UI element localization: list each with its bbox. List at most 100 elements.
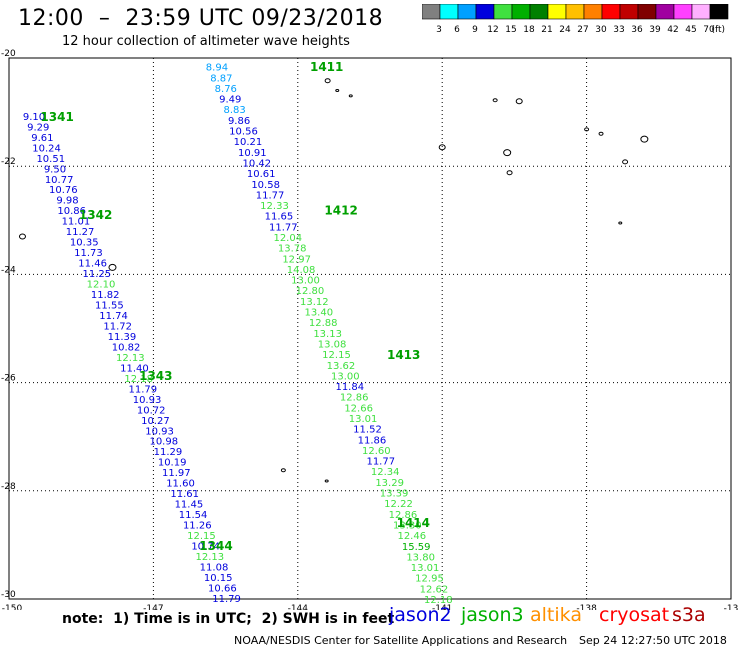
satellite-legend-cryosat: cryosat [599,604,670,626]
wave-height-value: 12.18 [424,595,453,606]
legend-unit: (ft) [711,25,725,35]
pass-time-label: 1344 [199,539,232,553]
wave-height-value: 11.61 [170,489,199,500]
island-outline [335,88,340,92]
satellite-legend-s3a: s3a [672,604,706,626]
wave-height-value: 11.86 [358,435,387,446]
wave-height-value: 13.12 [300,297,329,308]
y-tick-label: -28 [1,482,16,492]
wave-height-value: 9.98 [56,196,78,207]
satellite-legend-jason2: jason2 [389,604,452,626]
wave-height-value: 13.40 [304,308,333,319]
island-outline [324,479,329,483]
wave-height-value: 11.40 [120,363,149,374]
legend-bin-label: 70 [703,25,715,35]
island-outline [506,170,513,176]
wave-height-value: 10.76 [49,185,78,196]
chart-subtitle: 12 hour collection of altimeter wave hei… [62,34,350,49]
credit-line: NOAA/NESDIS Center for Satellite Applica… [234,634,568,647]
wave-height-value: 10.19 [158,458,187,469]
island-outline [492,98,498,103]
wave-height-value: 10.35 [70,238,99,249]
wave-height-value: 10.21 [234,137,263,148]
island-outline [280,468,286,473]
wave-height-value: 13.00 [291,276,320,287]
wave-height-value: 14.08 [287,265,316,276]
wave-height-value: 8.94 [206,63,228,74]
legend-bin-label: 45 [685,25,696,35]
wave-height-value: 12.33 [260,201,289,212]
legend-bin-label: 18 [523,25,535,35]
wave-height-value: 11.45 [175,500,204,511]
wave-height-value: 10.86 [57,206,86,217]
wave-height-value: 12.18 [124,374,153,385]
legend-bin-label: 6 [454,25,460,35]
island-outline [618,221,623,225]
wave-height-value: 13.80 [406,552,435,563]
wave-height-value: 12.13 [116,353,145,364]
legend-bin-label: 33 [613,25,624,35]
legend-bin-label: 3 [436,25,442,35]
wave-height-value: 10.91 [238,148,267,159]
legend-bin-label: 24 [559,25,571,35]
pass-time-label: 1413 [387,348,420,362]
island-outline [598,131,604,136]
x-tick-label: -150 [2,604,23,610]
wave-height-value: 12.80 [296,286,325,297]
legend-bin-label: 39 [649,25,661,35]
wave-height-value: 10.51 [36,154,65,165]
y-tick-label: -20 [1,49,16,59]
x-tick-label: -144 [288,604,309,610]
wave-height-value: 10.77 [45,175,74,186]
wave-height-value: 13.30 [393,520,422,531]
y-tick-label: -30 [1,590,16,600]
island-outline [584,127,590,132]
wave-height-value: 11.77 [256,190,285,201]
island-outline [438,144,446,151]
island-outline [348,94,353,98]
wave-height-value: 10.24 [32,143,61,154]
island-outline [324,78,331,84]
wave-height-value: 11.77 [269,222,298,233]
wave-height-value: 11.73 [74,248,103,259]
legend-bin-label: 21 [541,25,552,35]
wave-height-value: 11.52 [353,425,382,436]
satellite-legend-jason3: jason3 [461,604,524,626]
wave-height-value: 12.60 [362,446,391,457]
wave-height-value: 13.39 [380,489,409,500]
wave-height-value: 10.15 [204,573,233,584]
wave-height-value: 12.86 [389,510,418,521]
wave-height-value: 12.10 [87,280,116,291]
wave-height-value: 11.27 [66,227,95,238]
wave-height-value: 10.66 [208,583,237,594]
legend-bin-label: 12 [487,25,498,35]
wave-height-value: 11.08 [200,562,229,573]
wave-height-value: 10.56 [229,127,258,138]
wave-height-value: 11.26 [183,521,212,532]
wave-height-value: 12.04 [273,233,302,244]
wave-height-value: 9.50 [44,164,66,175]
legend-swatch [709,4,729,20]
wave-height-value: 9.86 [228,116,250,127]
wave-height-value: 12.15 [322,350,351,361]
wave-height-value: 11.82 [91,290,120,301]
x-tick-label: -141 [432,604,452,610]
wave-height-value: 11.84 [335,382,364,393]
x-tick-label: -147 [143,604,163,610]
wave-height-value: 13.78 [278,244,307,255]
wave-height-value: 12.46 [397,531,426,542]
satellite-legend-altika: altika [530,604,582,626]
wave-height-value: 10.98 [149,437,178,448]
island-outline [108,263,117,271]
wave-height-value: 9.10 [23,112,45,123]
wave-height-value: 12.66 [344,403,373,414]
pass-time-label: 1341 [40,110,73,124]
wave-height-value: 13.08 [318,339,347,350]
pass-time-label: 1411 [310,60,343,74]
y-tick-label: -24 [1,265,16,275]
wave-height-value: 11.54 [179,510,208,521]
wave-height-value: 11.25 [82,269,111,280]
wave-height-value: 10.58 [251,180,280,191]
wave-height-value: 11.01 [62,217,91,228]
island-outline [18,233,26,240]
